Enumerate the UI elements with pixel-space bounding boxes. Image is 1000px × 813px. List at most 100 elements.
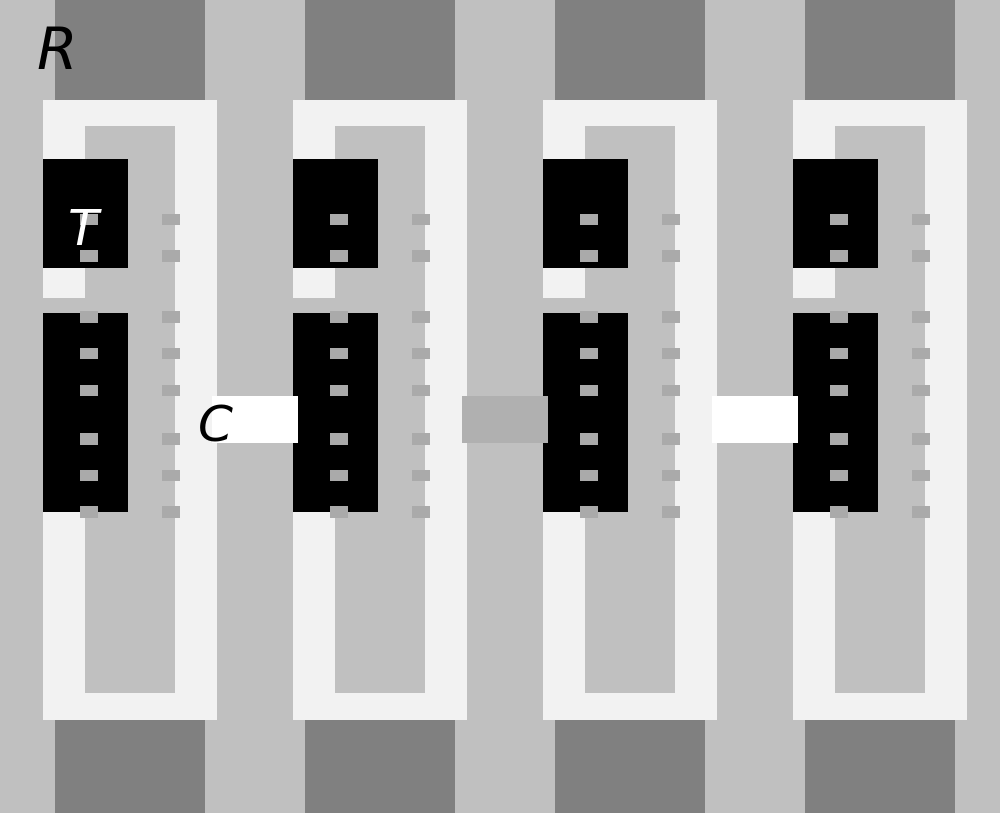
Bar [580, 385, 598, 396]
Bar [662, 250, 680, 262]
Bar [580, 506, 598, 518]
Bar [43, 298, 128, 313]
Text: $T$: $T$ [67, 207, 103, 256]
Bar [55, 0, 205, 102]
Bar [330, 250, 348, 262]
Bar [912, 348, 930, 359]
Bar [293, 298, 378, 313]
Bar [462, 396, 548, 443]
Bar [675, 102, 717, 720]
Bar [293, 102, 335, 720]
Bar [330, 506, 348, 518]
Bar [43, 159, 128, 268]
Bar [580, 250, 598, 262]
Bar [330, 385, 348, 396]
Bar [830, 250, 848, 262]
Bar [662, 433, 680, 445]
Text: $C$: $C$ [197, 402, 233, 451]
Bar [662, 506, 680, 518]
Bar [830, 385, 848, 396]
Bar [830, 311, 848, 323]
Bar [330, 470, 348, 481]
Bar [293, 313, 378, 512]
Bar [330, 311, 348, 323]
Bar [80, 385, 98, 396]
Bar [580, 433, 598, 445]
Bar [80, 348, 98, 359]
Bar [662, 311, 680, 323]
Bar [805, 720, 955, 813]
Bar [412, 348, 430, 359]
Bar [912, 506, 930, 518]
Bar [43, 100, 217, 126]
Bar [830, 433, 848, 445]
Bar [80, 250, 98, 262]
Bar [162, 385, 180, 396]
Bar [793, 313, 878, 512]
Bar [330, 433, 348, 445]
Bar [330, 214, 348, 225]
Bar [543, 313, 628, 512]
Bar [543, 102, 585, 720]
Bar [80, 311, 98, 323]
Bar [162, 506, 180, 518]
Bar [580, 311, 598, 323]
Bar [925, 102, 967, 720]
Bar [830, 214, 848, 225]
Bar [580, 348, 598, 359]
Bar [793, 298, 878, 313]
Bar [662, 348, 680, 359]
Bar [293, 159, 378, 268]
Bar [55, 720, 205, 813]
Text: $R$: $R$ [36, 24, 74, 81]
Bar [912, 214, 930, 225]
Bar [662, 470, 680, 481]
Bar [162, 214, 180, 225]
Bar [43, 693, 217, 720]
Bar [793, 102, 835, 720]
Bar [162, 433, 180, 445]
Bar [543, 100, 717, 126]
Bar [912, 311, 930, 323]
Bar [543, 159, 628, 268]
Bar [162, 250, 180, 262]
Bar [212, 396, 298, 443]
Bar [412, 250, 430, 262]
Bar [412, 470, 430, 481]
Bar [80, 433, 98, 445]
Bar [805, 0, 955, 102]
Bar [305, 720, 455, 813]
Bar [425, 102, 467, 720]
Bar [912, 385, 930, 396]
Bar [43, 313, 128, 512]
Bar [162, 348, 180, 359]
Bar [555, 720, 705, 813]
Bar [412, 214, 430, 225]
Bar [80, 470, 98, 481]
Bar [580, 470, 598, 481]
Bar [175, 102, 217, 720]
Bar [543, 298, 628, 313]
Bar [162, 311, 180, 323]
Bar [293, 693, 467, 720]
Bar [712, 396, 798, 443]
Bar [793, 100, 967, 126]
Bar [330, 348, 348, 359]
Bar [80, 506, 98, 518]
Bar [80, 214, 98, 225]
Bar [830, 348, 848, 359]
Bar [305, 0, 455, 102]
Bar [830, 470, 848, 481]
Bar [412, 506, 430, 518]
Bar [662, 385, 680, 396]
Bar [580, 214, 598, 225]
Bar [912, 433, 930, 445]
Bar [912, 250, 930, 262]
Bar [662, 214, 680, 225]
Bar [412, 385, 430, 396]
Bar [293, 100, 467, 126]
Bar [555, 0, 705, 102]
Bar [793, 693, 967, 720]
Bar [793, 159, 878, 268]
Bar [830, 506, 848, 518]
